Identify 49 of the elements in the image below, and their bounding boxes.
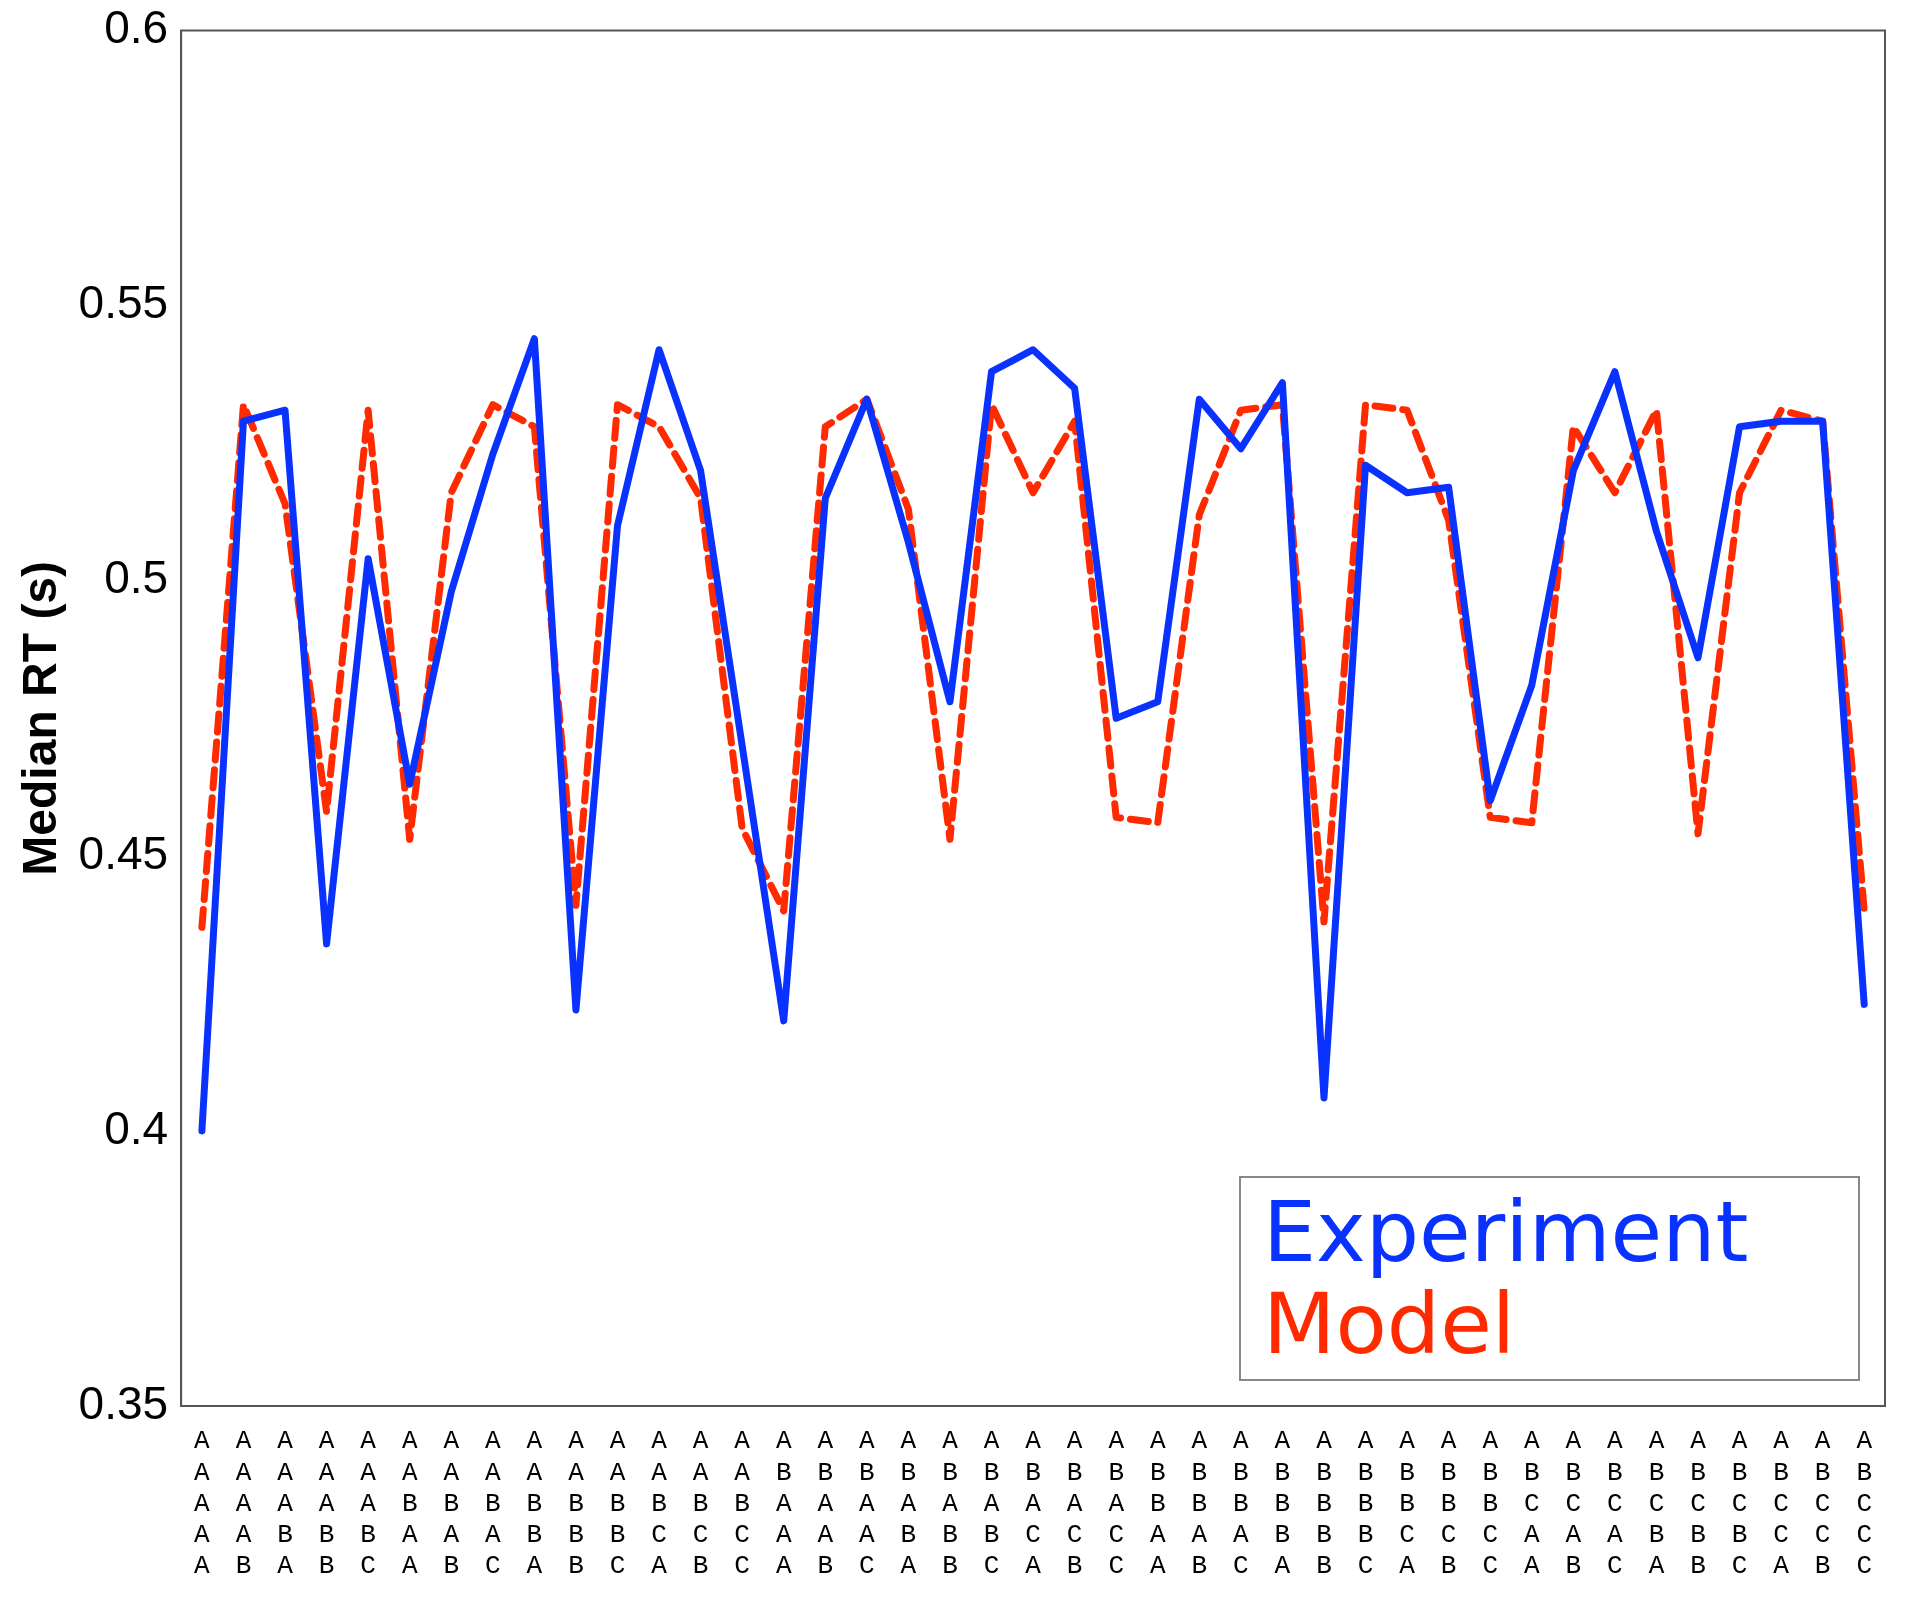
x-tick-label: A B A B B [942, 1426, 959, 1582]
x-tick-label: A B C A B [1565, 1426, 1582, 1582]
x-tick-label: A B C B B [1690, 1426, 1707, 1582]
x-tick-label: A B A C A [1025, 1426, 1042, 1582]
x-tick-label: A B C C A [1773, 1426, 1790, 1582]
x-tick-label: A B B B A [1274, 1426, 1291, 1582]
x-tick-label: A A A B A [277, 1426, 294, 1582]
x-tick-label: A B A B A [900, 1426, 917, 1582]
x-tick-label: A A A B C [360, 1426, 377, 1582]
x-tick-label: A B B A B [1191, 1426, 1208, 1582]
x-tick-label: A A A B B [318, 1426, 335, 1582]
x-tick-label: A B B B C [1357, 1426, 1374, 1582]
x-tick-label: A B B B B [1316, 1426, 1333, 1582]
x-tick-label: A B C B C [1731, 1426, 1748, 1582]
y-axis-title: Median RT (s) [13, 560, 67, 876]
x-tick-label: A B B C C [1482, 1426, 1499, 1582]
x-tick-label: A B C A A [1523, 1426, 1540, 1582]
y-tick-label: 0.45 [78, 826, 169, 879]
x-tick-label: A A B A C [485, 1426, 502, 1582]
y-tick-label: 0.55 [78, 276, 169, 329]
x-tick-label: A A B C C [734, 1426, 751, 1582]
x-tick-label: A B C A C [1607, 1426, 1624, 1582]
x-tick-label: A A B A A [401, 1426, 418, 1582]
x-tick-label: A A A A A [194, 1426, 211, 1582]
x-tick-label: A A B B B [568, 1426, 585, 1582]
x-tick-label: A B C C C [1856, 1426, 1873, 1582]
x-tick-label: A B C C B [1814, 1426, 1831, 1582]
x-tick-label: A A A A B [235, 1426, 252, 1582]
x-tick-label: A A B C A [651, 1426, 668, 1582]
y-tick-label: 0.35 [78, 1376, 169, 1429]
x-tick-label: A A B A B [443, 1426, 460, 1582]
x-tick-label: A A B C B [692, 1426, 709, 1582]
x-tick-label: A A B B A [526, 1426, 543, 1582]
x-tick-label: A B B A C [1233, 1426, 1250, 1582]
x-tick-label: A B A A B [817, 1426, 834, 1582]
x-tick-label: A B A B C [983, 1426, 1000, 1582]
x-tick-label: A A B B C [609, 1426, 626, 1582]
x-tick-label: A B B C B [1440, 1426, 1457, 1582]
x-tick-label: A B A A C [859, 1426, 876, 1582]
x-tick-label: A B B A A [1149, 1426, 1166, 1582]
x-tick-label: A B A C B [1066, 1426, 1083, 1582]
x-tick-label: A B A A A [775, 1426, 792, 1582]
x-tick-label: A B C B A [1648, 1426, 1665, 1582]
y-tick-label: 0.4 [104, 1101, 169, 1154]
y-tick-label: 0.5 [104, 551, 169, 604]
x-tick-label: A B B C A [1399, 1426, 1416, 1582]
y-tick-label: 0.6 [104, 1, 169, 54]
x-tick-label: A B A C C [1108, 1426, 1125, 1582]
series-label: Experiment [1263, 1183, 1749, 1281]
